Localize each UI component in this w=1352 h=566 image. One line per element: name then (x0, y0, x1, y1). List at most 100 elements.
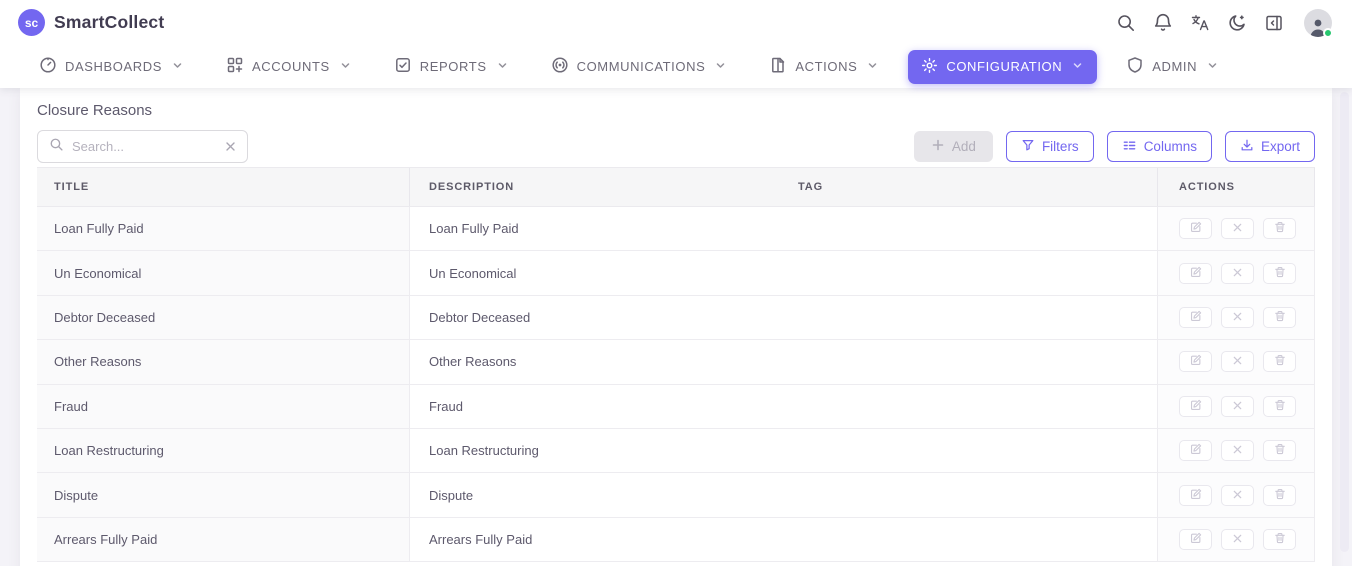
edit-row-button[interactable] (1179, 351, 1212, 373)
trash-icon (1274, 488, 1286, 503)
edit-pencil-icon (1190, 354, 1202, 369)
header-actions: ACTIONS (1157, 168, 1315, 206)
user-avatar[interactable] (1304, 8, 1333, 38)
add-button[interactable]: Add (913, 131, 993, 162)
row-description-cell: Arrears Fully Paid (429, 531, 533, 547)
brand[interactable]: sc SmartCollect (18, 9, 164, 36)
table-row: Loan Fully Paid Loan Fully Paid (37, 207, 1315, 252)
row-actions-cell (1157, 207, 1315, 251)
edit-pencil-icon (1190, 488, 1202, 503)
nav-label: COMMUNICATIONS (576, 59, 706, 74)
cancel-row-button[interactable] (1221, 306, 1254, 328)
table-row: Loan Restructuring Loan Restructuring (37, 428, 1315, 474)
table-body: Loan Fully Paid Loan Fully Paid Un Econo… (37, 207, 1315, 563)
language-translate-icon[interactable] (1189, 12, 1211, 34)
row-tag-cell (781, 296, 1157, 339)
trash-icon (1274, 532, 1286, 547)
chevron-down-icon (714, 59, 727, 75)
row-description-cell: Fraud (429, 398, 463, 414)
close-x-icon (1232, 443, 1243, 458)
filters-button[interactable]: Filters (1005, 131, 1094, 162)
nav-item-accounts[interactable]: ACCOUNTS (213, 49, 365, 84)
edit-row-button[interactable] (1179, 528, 1212, 550)
delete-row-button[interactable] (1263, 484, 1296, 506)
columns-button[interactable]: Columns (1106, 131, 1212, 162)
chevron-down-icon (496, 59, 509, 75)
cancel-row-button[interactable] (1221, 528, 1254, 550)
row-actions-cell (1157, 340, 1315, 384)
nav-item-admin[interactable]: ADMIN (1113, 49, 1232, 84)
row-title-cell: Debtor Deceased (37, 295, 410, 340)
row-tag-cell (781, 340, 1157, 383)
cancel-row-button[interactable] (1221, 484, 1254, 506)
table-row: Fraud Fraud (37, 384, 1315, 429)
nav-item-communications[interactable]: COMMUNICATIONS (538, 49, 741, 84)
search-input[interactable] (72, 139, 216, 154)
side-panel-icon[interactable] (1263, 12, 1285, 34)
nav-item-reports[interactable]: REPORTS (381, 49, 522, 84)
add-button-label: Add (951, 139, 976, 154)
edit-row-button[interactable] (1179, 218, 1212, 240)
header-tag: TAG (798, 181, 824, 193)
plus-icon (931, 138, 945, 155)
row-tag-cell (781, 251, 1157, 294)
delete-row-button[interactable] (1263, 306, 1296, 328)
cancel-row-button[interactable] (1221, 440, 1254, 462)
edit-row-button[interactable] (1179, 262, 1212, 284)
trash-icon (1274, 443, 1286, 458)
cancel-row-button[interactable] (1221, 351, 1254, 373)
edit-pencil-icon (1190, 310, 1202, 325)
cancel-row-button[interactable] (1221, 262, 1254, 284)
close-x-icon (1232, 354, 1243, 369)
cancel-row-button[interactable] (1221, 395, 1254, 417)
delete-row-button[interactable] (1263, 351, 1296, 373)
columns-list-icon (1122, 138, 1137, 156)
nav-item-configuration[interactable]: CONFIGURATION (908, 49, 1098, 84)
delete-row-button[interactable] (1263, 528, 1296, 550)
search-box (37, 130, 248, 163)
table-row: Dispute Dispute (37, 473, 1315, 518)
row-description-cell: Debtor Deceased (429, 309, 531, 325)
edit-row-button[interactable] (1179, 395, 1212, 417)
row-actions-cell (1157, 251, 1315, 295)
row-description-cell: Loan Restructuring (429, 443, 539, 459)
search-icon[interactable] (1115, 12, 1137, 34)
brand-name: SmartCollect (54, 12, 165, 32)
trash-icon (1274, 266, 1286, 281)
delete-row-button[interactable] (1263, 440, 1296, 462)
download-icon (1240, 138, 1254, 155)
close-x-icon (1232, 399, 1243, 414)
nav-label: ADMIN (1152, 59, 1198, 74)
chevron-down-icon (171, 59, 184, 75)
search-icon (49, 137, 64, 157)
edit-row-button[interactable] (1179, 484, 1212, 506)
notifications-bell-icon[interactable] (1152, 12, 1174, 34)
row-title-cell: Loan Restructuring (37, 428, 410, 473)
toolbar-buttons: Add Filters Columns Export (913, 131, 1315, 162)
close-x-icon (1232, 266, 1243, 281)
app-header: sc SmartCollect (0, 0, 1352, 88)
edit-row-button[interactable] (1179, 306, 1212, 328)
cancel-row-button[interactable] (1221, 218, 1254, 240)
broadcast-icon (551, 56, 569, 77)
edit-pencil-icon (1190, 266, 1202, 281)
nav-item-dashboards[interactable]: DASHBOARDS (26, 49, 197, 84)
edit-row-button[interactable] (1179, 440, 1212, 462)
delete-row-button[interactable] (1263, 395, 1296, 417)
online-status-dot (1323, 27, 1333, 38)
page-scrollbar[interactable] (1340, 92, 1349, 552)
trash-icon (1274, 310, 1286, 325)
clear-search-icon[interactable] (224, 140, 237, 153)
nav-item-actions[interactable]: ACTIONS (756, 49, 892, 84)
grid-plus-icon (226, 56, 244, 77)
nav-label: ACTIONS (795, 59, 858, 74)
delete-row-button[interactable] (1263, 262, 1296, 284)
columns-button-label: Columns (1143, 139, 1197, 154)
delete-row-button[interactable] (1263, 218, 1296, 240)
export-button[interactable]: Export (1224, 131, 1315, 162)
topbar: sc SmartCollect (0, 0, 1352, 45)
dark-mode-moon-icon[interactable] (1226, 12, 1248, 34)
brand-logo-icon: sc (18, 9, 45, 36)
row-title-cell: Arrears Fully Paid (37, 517, 410, 562)
row-description-cell: Dispute (429, 487, 474, 503)
